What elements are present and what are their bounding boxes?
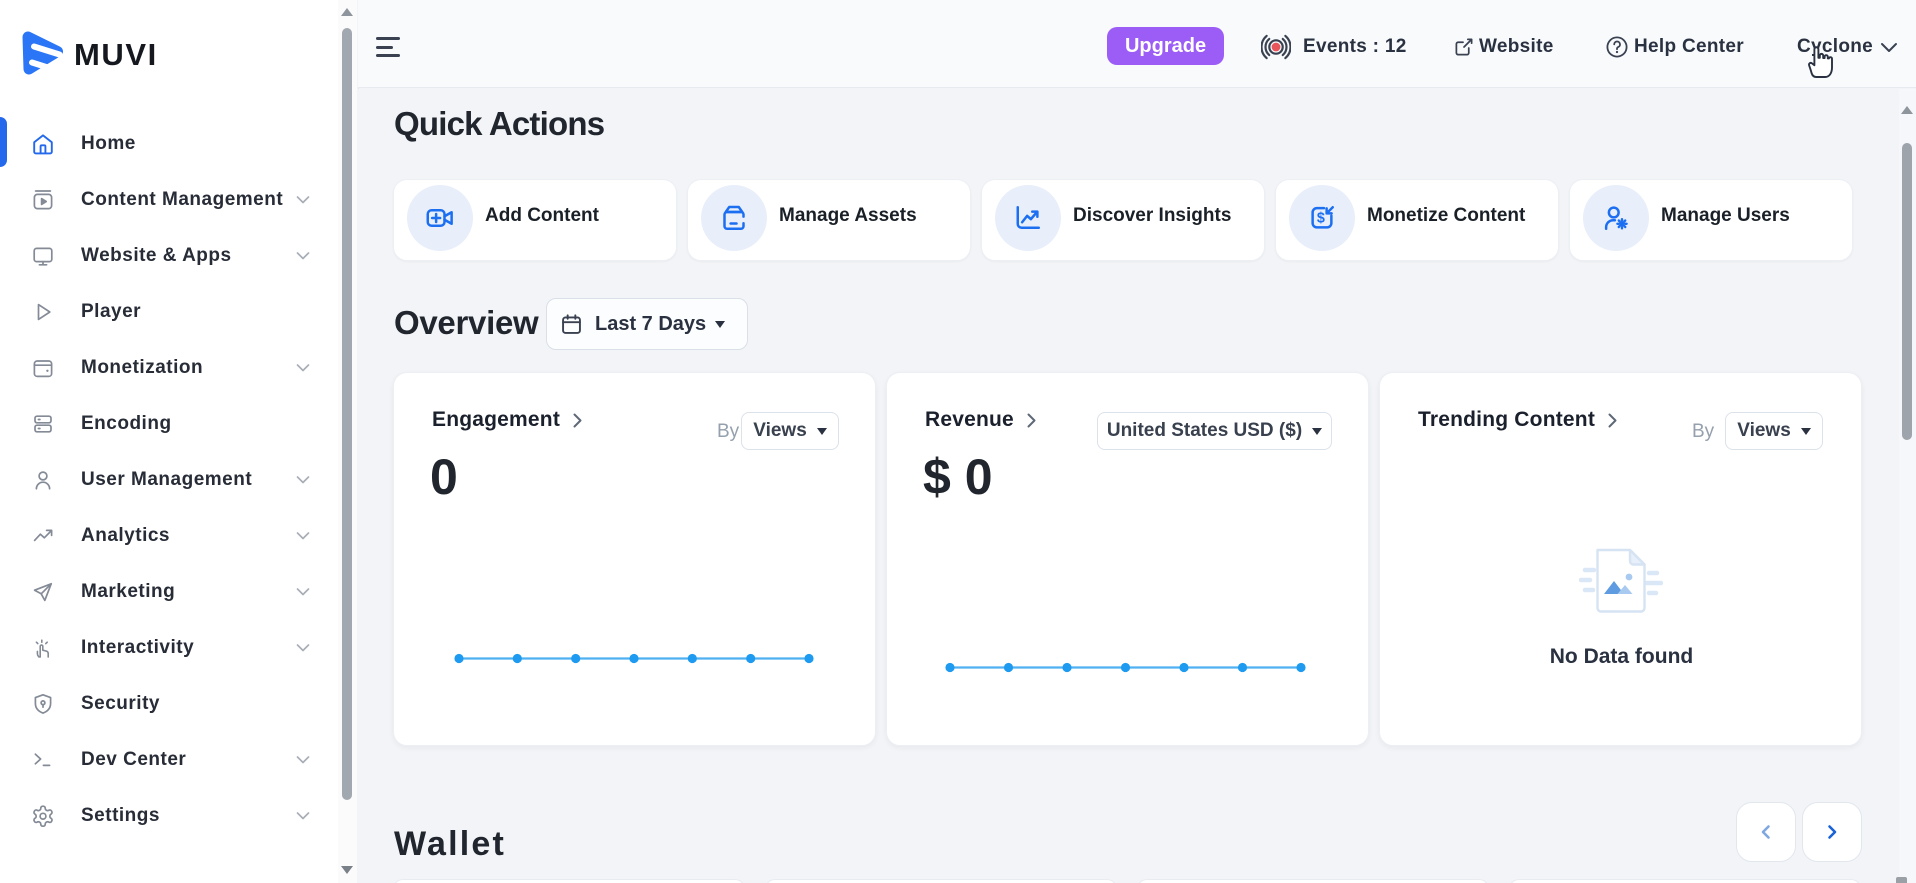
svg-text:$: $ <box>1317 211 1325 227</box>
